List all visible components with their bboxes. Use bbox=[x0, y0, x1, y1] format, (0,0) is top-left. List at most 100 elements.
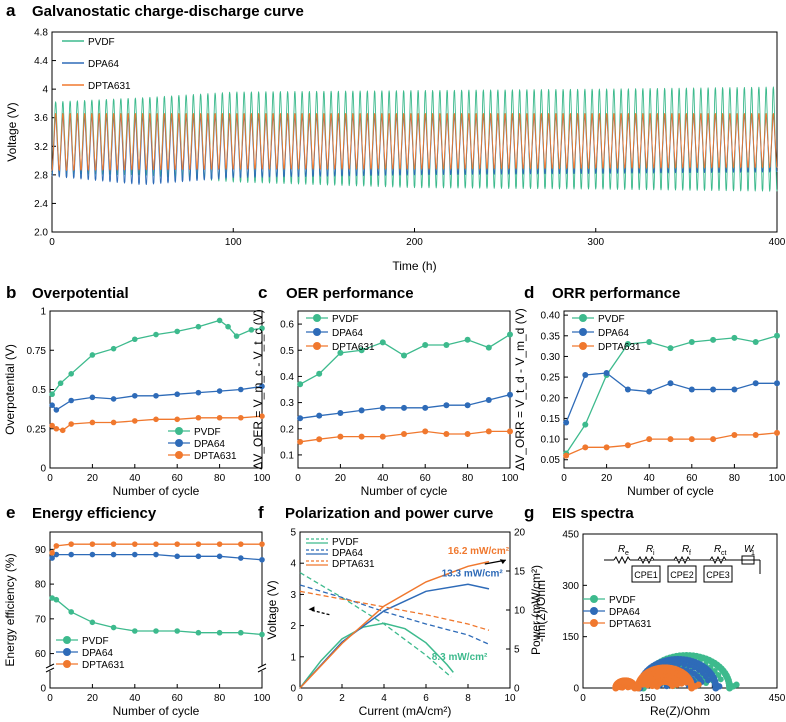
x-tick-label: 40 bbox=[129, 693, 141, 704]
x-tick-label: 400 bbox=[769, 237, 786, 248]
data-point-dpa64 bbox=[49, 402, 55, 409]
plot-frame-c bbox=[297, 310, 511, 469]
y-tick-label: 2.0 bbox=[34, 228, 48, 239]
data-point-pvdf bbox=[646, 338, 653, 345]
y-tick-label: 0.30 bbox=[541, 352, 561, 363]
axis-break-gap bbox=[47, 666, 53, 671]
eis-point-dpa64 bbox=[686, 662, 693, 669]
x-tick-label: 20 bbox=[601, 473, 613, 484]
data-point-pvdf bbox=[259, 631, 265, 638]
data-point-dpta631 bbox=[89, 419, 96, 426]
x-tick-label: 0 bbox=[47, 473, 53, 484]
y-tick-label: 3 bbox=[290, 590, 296, 601]
y-axis-label: ΔV_OER = V_m_c - V_t_c (V) bbox=[251, 309, 265, 469]
y-right-tick-label: 15 bbox=[514, 567, 526, 578]
y-tick-label: 1 bbox=[40, 307, 46, 318]
legend-marker-pvdf bbox=[175, 427, 183, 435]
x-tick-label: 0 bbox=[580, 693, 586, 704]
series-line-pvdf bbox=[51, 319, 263, 395]
y-tick-label: 0.5 bbox=[280, 346, 294, 357]
x-axis-label: Number of cycle bbox=[627, 484, 714, 498]
x-tick-label: 60 bbox=[172, 693, 184, 704]
data-point-dpta631 bbox=[507, 428, 513, 435]
data-point-pvdf bbox=[68, 371, 74, 377]
data-point-dpa64 bbox=[53, 551, 60, 558]
x-axis-label: Number of cycle bbox=[113, 704, 200, 718]
x-tick-label: 80 bbox=[729, 473, 741, 484]
data-point-pvdf bbox=[582, 421, 589, 428]
data-point-pvdf bbox=[507, 331, 513, 338]
axis-break-mark bbox=[45, 667, 55, 673]
data-point-dpa64 bbox=[582, 372, 589, 379]
data-point-dpa64 bbox=[485, 396, 492, 403]
data-point-dpa64 bbox=[68, 397, 74, 404]
y-tick-label: 300 bbox=[562, 581, 579, 592]
x-axis-label: Re(Z)/Ohm bbox=[650, 704, 710, 718]
data-point-dpa64 bbox=[688, 386, 695, 393]
legend-marker-pvdf bbox=[590, 595, 598, 603]
legend-label-pvdf: PVDF bbox=[598, 314, 625, 325]
circuit-subscript: 1 bbox=[751, 550, 755, 557]
data-point-pvdf bbox=[485, 344, 492, 351]
x-tick-label: 0 bbox=[49, 237, 55, 248]
y-tick-label: 0.1 bbox=[280, 450, 294, 461]
y-axis-label: Energy efficiency (%) bbox=[3, 553, 17, 666]
y-tick-label: 0.40 bbox=[541, 311, 561, 322]
data-point-pvdf bbox=[624, 341, 631, 348]
data-point-dpa64 bbox=[174, 553, 180, 560]
eis-point-dpa64 bbox=[705, 677, 712, 684]
data-point-pvdf bbox=[195, 323, 202, 330]
y-tick-label: 150 bbox=[562, 632, 579, 643]
data-point-dpa64 bbox=[443, 402, 450, 409]
y-right-tick-label: 20 bbox=[514, 528, 526, 539]
data-point-dpta631 bbox=[174, 416, 180, 423]
series-line-dpa64 bbox=[565, 372, 777, 423]
legend-marker-dpta631 bbox=[590, 619, 598, 627]
data-point-pvdf bbox=[174, 628, 180, 634]
x-tick-label: 300 bbox=[587, 237, 604, 248]
series-line-dpa64 bbox=[51, 385, 263, 411]
data-point-dpta631 bbox=[259, 541, 265, 547]
data-point-dpta631 bbox=[132, 418, 138, 424]
cpe-label: CPE1 bbox=[634, 570, 658, 580]
x-tick-label: 40 bbox=[129, 473, 141, 484]
warburg-element bbox=[741, 555, 755, 565]
eis-tail-dpta631 bbox=[695, 681, 702, 688]
y-tick-label: 3.2 bbox=[34, 142, 48, 153]
x-tick-label: 4 bbox=[381, 693, 387, 704]
power-annotation: 8.3 mW/cm² bbox=[432, 652, 488, 663]
legend-label-dpta631: DPTA631 bbox=[82, 660, 125, 671]
y-tick-label: 0 bbox=[573, 684, 579, 695]
panel-letter-d: d bbox=[524, 283, 534, 302]
data-point-dpta631 bbox=[667, 436, 674, 443]
panel-letter-a: a bbox=[6, 1, 16, 20]
data-point-dpta631 bbox=[379, 433, 386, 440]
eis-tail-pvdf bbox=[733, 681, 740, 688]
legend-label-pvdf: PVDF bbox=[194, 427, 221, 438]
data-point-dpa64 bbox=[89, 551, 96, 558]
data-point-dpta631 bbox=[731, 431, 738, 438]
legend-label-dpa64: DPA64 bbox=[609, 607, 640, 618]
y-tick-label: 2.4 bbox=[34, 199, 48, 210]
data-point-dpa64 bbox=[174, 391, 180, 398]
y-tick-label: 3.6 bbox=[34, 113, 48, 124]
y-axis-label: Voltage (V) bbox=[265, 580, 279, 639]
data-point-pvdf bbox=[132, 336, 138, 343]
x-tick-label: 80 bbox=[462, 473, 474, 484]
y-tick-label: 4.4 bbox=[34, 56, 48, 67]
legend-marker-pvdf bbox=[313, 314, 321, 322]
x-tick-label: 100 bbox=[254, 473, 271, 484]
data-point-pvdf bbox=[110, 624, 117, 631]
x-tick-label: 200 bbox=[406, 237, 423, 248]
x-tick-label: 8 bbox=[465, 693, 471, 704]
data-point-dpa64 bbox=[110, 551, 117, 558]
data-point-pvdf bbox=[195, 629, 202, 636]
data-point-dpa64 bbox=[464, 402, 471, 409]
panel-title-d: ORR performance bbox=[552, 285, 680, 302]
eis-point-pvdf bbox=[715, 671, 722, 678]
data-point-dpta631 bbox=[401, 430, 407, 437]
data-point-dpa64 bbox=[710, 386, 717, 393]
arrow-left-head bbox=[308, 606, 315, 612]
plot-frame-d bbox=[563, 310, 778, 469]
data-point-dpa64 bbox=[297, 415, 304, 422]
